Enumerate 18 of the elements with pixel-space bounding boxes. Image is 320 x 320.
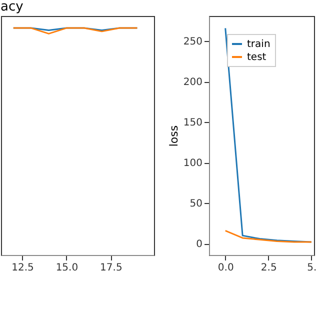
y-tick-label: 0 xyxy=(196,239,202,250)
x-tick-label: 12.5 xyxy=(12,262,34,274)
y-tick-label: 150 xyxy=(183,118,202,129)
x-tick-label: 15.0 xyxy=(56,262,78,274)
x-tick-label: 17.5 xyxy=(100,262,122,274)
x-tick-label: 5. xyxy=(307,262,317,274)
y-tick-label: 50 xyxy=(190,198,202,210)
y-tick-label: 100 xyxy=(183,158,202,170)
legend-label: test xyxy=(247,52,266,63)
legend-label: train xyxy=(247,39,270,50)
chart-title: acy xyxy=(0,0,24,14)
line-series xyxy=(224,27,312,243)
line-series xyxy=(224,230,312,243)
x-tick-label: 2.5 xyxy=(260,262,277,274)
x-tick-label: 0.0 xyxy=(218,262,234,274)
y-tick-label: 200 xyxy=(183,77,202,88)
y-tick-label: 250 xyxy=(183,36,202,48)
y-axis-title: loss xyxy=(167,125,180,147)
